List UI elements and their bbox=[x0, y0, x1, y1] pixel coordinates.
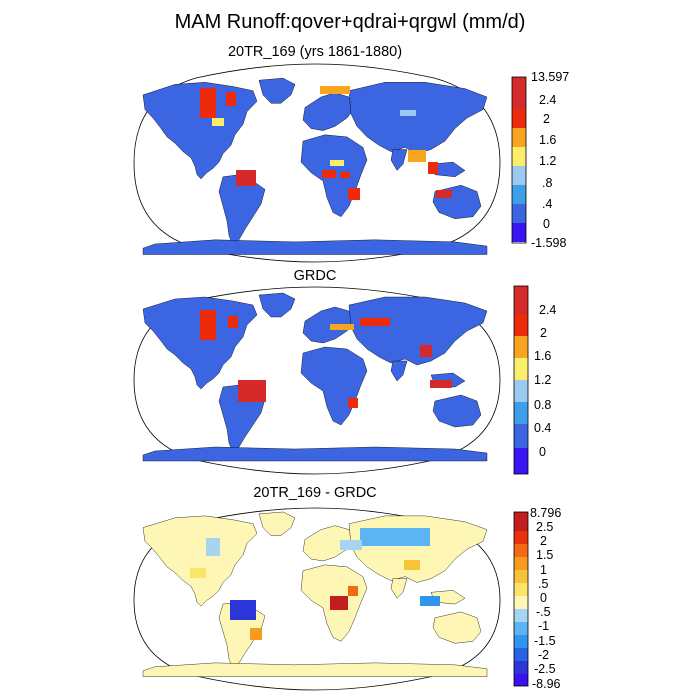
colorbar-label: -2 bbox=[538, 648, 550, 662]
colorbar-label: -2.5 bbox=[534, 662, 556, 676]
colorbar-model bbox=[511, 76, 527, 244]
panel-title-model: 20TR_169 (yrs 1861-1880) bbox=[227, 44, 403, 60]
colorbar-label: 0 bbox=[539, 445, 546, 459]
colorbar-obs bbox=[513, 285, 529, 475]
colorbar-label: 2.4 bbox=[539, 303, 557, 317]
map-panel-model bbox=[133, 63, 527, 263]
colorbar-label: 1 bbox=[540, 563, 547, 577]
colorbar-label: .5 bbox=[538, 577, 549, 591]
moderate-runoff-regions bbox=[212, 110, 416, 166]
colorbar-label: 2 bbox=[540, 326, 547, 340]
high-runoff-regions bbox=[200, 86, 452, 200]
colorbar-label: 2 bbox=[543, 112, 550, 126]
difference-regions bbox=[190, 528, 440, 640]
high-runoff-regions bbox=[200, 310, 452, 408]
colorbar-label: 0 bbox=[543, 217, 550, 231]
colorbar-label: 0.4 bbox=[534, 421, 552, 435]
colorbar-label: 1.6 bbox=[539, 133, 557, 147]
colorbar-label: -1.5 bbox=[534, 634, 556, 648]
colorbar-label: .4 bbox=[542, 197, 553, 211]
colorbar-label: 0 bbox=[540, 591, 547, 605]
colorbar-label: .8 bbox=[542, 176, 553, 190]
panel-title-obs: GRDC bbox=[293, 268, 337, 284]
colorbar-label: 1.2 bbox=[539, 154, 557, 168]
colorbar-label: 1.6 bbox=[534, 349, 552, 363]
panel-title-diff: 20TR_169 - GRDC bbox=[253, 485, 377, 501]
map-panel-diff bbox=[133, 507, 529, 691]
colorbar-label: 1.2 bbox=[534, 373, 552, 387]
colorbar-label: -.5 bbox=[536, 605, 551, 619]
colorbar-label: -1.598 bbox=[531, 236, 567, 250]
colorbar-diff bbox=[513, 511, 529, 687]
colorbar-label: -8.96 bbox=[532, 677, 561, 691]
colorbar-label: 2.5 bbox=[536, 520, 554, 534]
colorbar-label: 1.5 bbox=[536, 548, 554, 562]
figure-title: MAM Runoff:qover+qdrai+qrgwl (mm/d) bbox=[174, 11, 526, 33]
colorbar-label: 8.796 bbox=[530, 506, 562, 520]
colorbar-label: 2 bbox=[540, 534, 547, 548]
map-panel-obs bbox=[133, 285, 529, 475]
colorbar-label: 13.597 bbox=[531, 70, 570, 84]
colorbar-label: 0.8 bbox=[534, 398, 552, 412]
colorbar-label: -1 bbox=[538, 619, 550, 633]
colorbar-label: 2.4 bbox=[539, 93, 557, 107]
